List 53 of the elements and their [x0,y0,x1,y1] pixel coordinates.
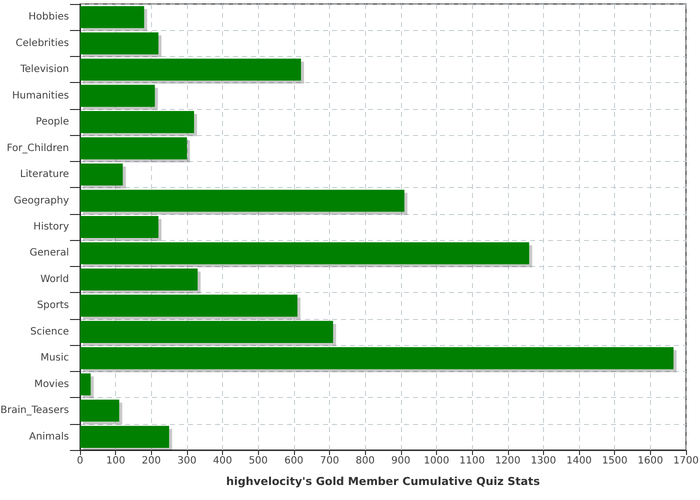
bar [80,268,198,290]
y-tick-label: History [33,222,70,232]
x-tick-label: 800 [356,456,375,466]
bar [80,190,404,212]
bar [80,58,302,81]
bar [80,400,120,422]
bar [80,32,158,54]
bar [80,137,187,160]
y-tick-label: World [40,274,69,285]
y-tick-label: Animals [29,431,69,442]
bar [80,6,144,28]
bar [80,164,123,186]
y-tick-label: Music [40,352,69,364]
y-tick-label: Brain_Teasers [0,405,69,416]
x-tick-label: 200 [142,456,161,466]
bar [80,242,530,264]
x-axis-title: highvelocity's Gold Member Cumulative Quiz Stats [226,475,540,488]
x-tick-label: 1500 [602,456,628,466]
y-tick-label: Geography [14,195,70,206]
y-tick-label: Literature [20,169,69,180]
x-tick-label: 1300 [530,456,556,466]
x-tick-label: 100 [106,456,126,466]
bar [80,347,674,370]
bar [80,294,298,317]
x-tick-label: 1700 [673,456,699,466]
y-tick-label: Humanities [12,90,69,102]
y-tick-label: Sports [36,300,69,312]
bar [80,426,170,448]
y-tick-label: Movies [34,378,69,390]
x-tick-label: 700 [320,456,340,466]
y-tick-label: Television [19,64,69,76]
y-tick-label: General [30,248,69,259]
bar [80,373,91,396]
x-tick-label: 500 [248,456,268,466]
x-tick-label: 1600 [638,456,664,466]
x-tick-label: 0 [76,456,84,466]
y-tick-label: People [36,116,69,128]
x-tick-label: 1400 [566,456,592,466]
bar [80,84,155,107]
bar [80,216,158,238]
x-tick-label: 300 [177,456,196,466]
x-tick-label: 1200 [495,456,520,466]
y-tick-label: For_Children [6,142,69,154]
bar [80,320,334,343]
y-tick-label: Science [30,326,69,338]
x-tick-label: 1100 [459,456,485,466]
y-tick-label: Celebrities [16,38,69,49]
x-tick-label: 900 [391,456,410,466]
x-tick-label: 600 [284,456,304,466]
x-tick-label: 1000 [424,456,450,466]
x-tick-label: 400 [213,456,232,466]
bar [80,111,194,134]
y-tick-label: Hobbies [28,12,69,23]
